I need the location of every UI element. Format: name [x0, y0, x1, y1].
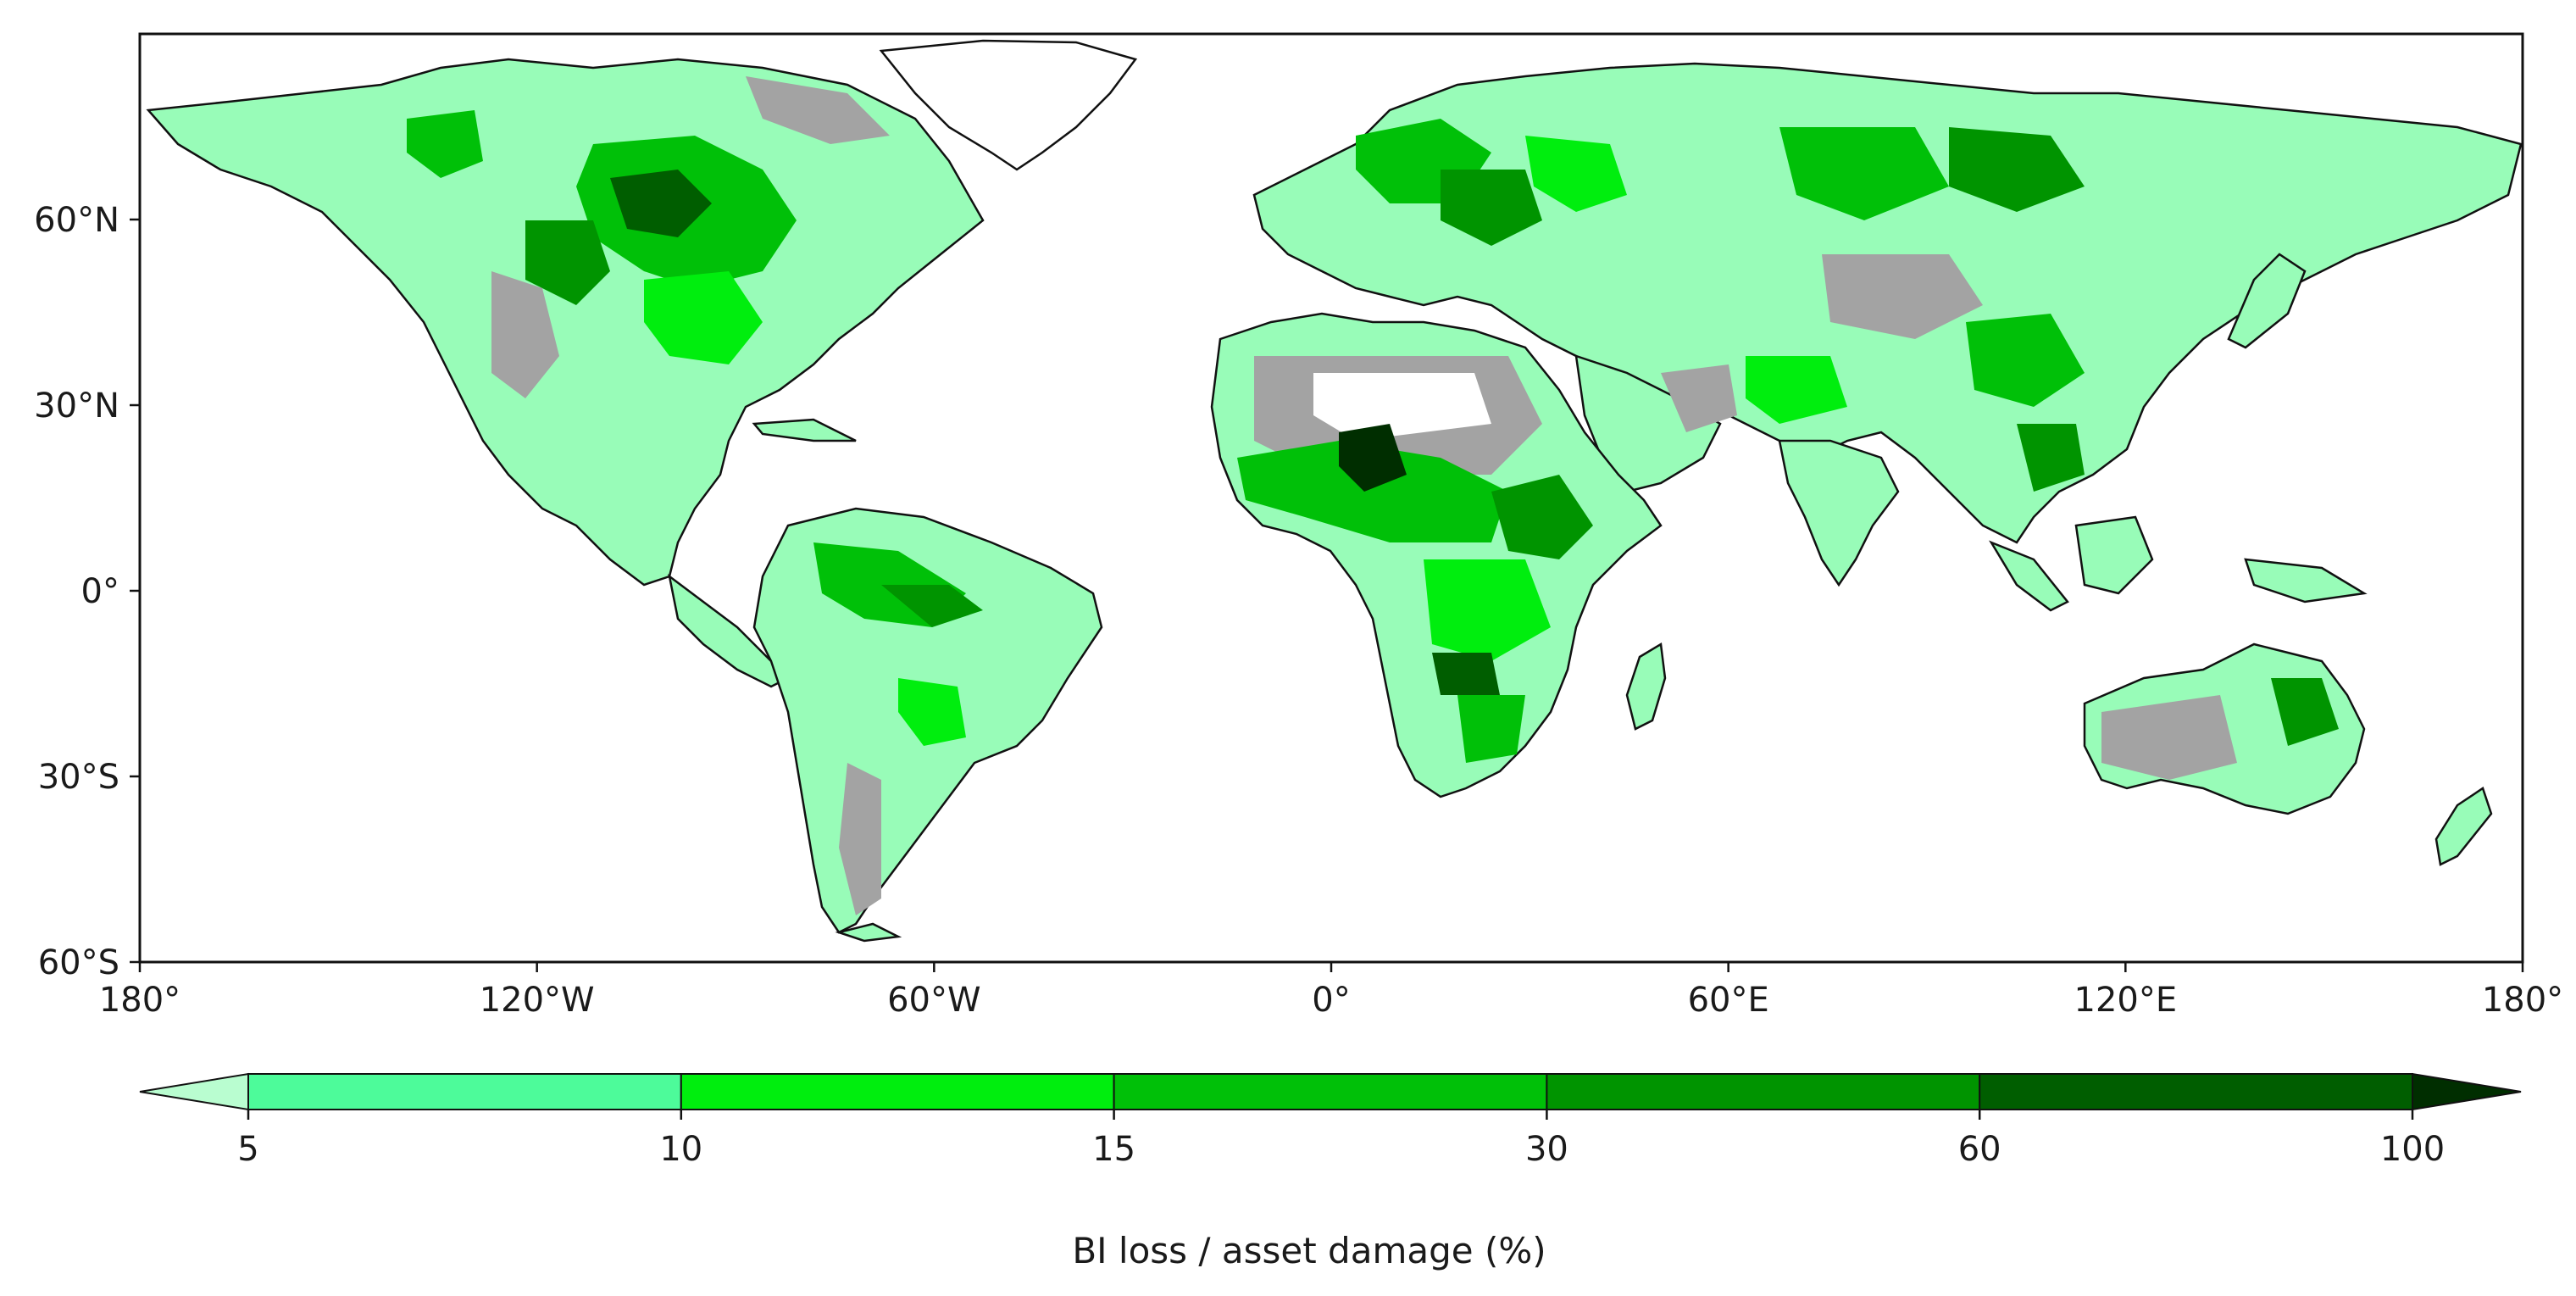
colorbar-segments	[139, 1072, 2522, 1111]
colorbar-label: BI loss / asset damage (%)	[1072, 1230, 1546, 1271]
lon-tick-label: 60°W	[887, 981, 980, 1020]
colorbar-tick-label: 15	[1092, 1130, 1135, 1169]
region-au-1	[2101, 695, 2237, 780]
landmasses	[146, 39, 2523, 943]
lat-tick-label: 60°N	[34, 201, 119, 240]
region-af-4	[1339, 424, 1407, 492]
landmass-new-zealand	[2434, 787, 2493, 866]
region-eu-3	[1525, 136, 1627, 212]
colorbar-tick-label: 30	[1525, 1130, 1568, 1169]
region-na-7	[746, 76, 890, 144]
colorbar-tick-label: 100	[2380, 1130, 2445, 1169]
region-na-6	[407, 110, 483, 178]
landmass-arabia	[1574, 354, 1722, 493]
region-af-6	[1424, 559, 1551, 661]
colorbar-ticks: 5 10 15 30 60 100	[237, 1110, 2445, 1169]
lat-tick-label: 30°N	[34, 387, 119, 426]
region-na-4	[525, 220, 610, 305]
landmass-sumatra	[1989, 540, 2069, 612]
region-as-7	[1661, 364, 1737, 432]
colorbar-segment	[680, 1073, 1115, 1110]
lat-tick-label: 0°	[81, 572, 119, 611]
colorbar-segment	[1979, 1073, 2413, 1110]
region-as-6	[2017, 424, 2085, 492]
colorbar-tick-label: 5	[237, 1130, 258, 1169]
region-as-4	[1966, 314, 2085, 407]
region-sa-4	[839, 763, 881, 915]
region-sa-3	[898, 678, 966, 746]
landmass-tierra-del-fuego	[835, 922, 902, 943]
colorbar-segment	[1546, 1073, 1981, 1110]
lon-tick-label: 120°E	[2074, 981, 2178, 1020]
map-panel: 180° 120°W 60°W 0° 60°E 120°E 180° 60°N 30°N 0° 3…	[34, 32, 2563, 1020]
region-as-5	[1746, 356, 1847, 424]
region-na-5	[491, 271, 559, 398]
colorbar-tick-label: 60	[1958, 1130, 2001, 1169]
colorbar: 5 10 15 30 60 100 BI loss / asset damage (%)	[139, 1072, 2522, 1271]
region-af-7	[1432, 653, 1500, 695]
region-as-1	[1779, 127, 1949, 220]
region-af-5	[1491, 475, 1593, 559]
lon-tick-label: 120°W	[480, 981, 595, 1020]
colorbar-under-triangle	[139, 1072, 249, 1111]
lon-tick-label: 180°	[2482, 981, 2563, 1020]
lat-tick-label: 30°S	[38, 758, 119, 797]
region-as-3	[1822, 254, 1983, 339]
colorbar-over-triangle	[2412, 1072, 2522, 1111]
landmass-new-guinea	[2244, 558, 2368, 604]
colorbar-segment	[1113, 1073, 1548, 1110]
landmass-japan	[2227, 253, 2307, 349]
region-sa-2	[881, 585, 983, 627]
region-af-8	[1457, 695, 1525, 763]
latitude-axis: 60°N 30°N 0° 30°S 60°S	[34, 201, 140, 982]
lon-tick-label: 0°	[1312, 981, 1350, 1020]
lon-tick-label: 60°E	[1688, 981, 1769, 1020]
region-as-2	[1949, 127, 2085, 212]
region-af-2	[1313, 373, 1491, 441]
region-na-2	[610, 170, 712, 237]
region-eu-2	[1441, 170, 1542, 246]
region-au-2	[2271, 678, 2339, 746]
landmass-madagascar	[1625, 642, 1667, 731]
colorbar-tick-label: 10	[659, 1130, 702, 1169]
landmass-cuba	[752, 418, 857, 442]
region-af-3	[1237, 441, 1508, 542]
landmass-india	[1778, 439, 1900, 587]
landmass-borneo	[2074, 515, 2154, 595]
landmass-greenland	[879, 39, 1138, 171]
colorbar-segment	[247, 1073, 682, 1110]
lat-tick-label: 60°S	[38, 943, 119, 982]
longitude-axis: 180° 120°W 60°W 0° 60°E 120°E 180°	[99, 962, 2563, 1020]
region-na-3	[644, 271, 763, 364]
lon-tick-label: 180°	[99, 981, 180, 1020]
damage-regions	[407, 76, 2339, 915]
